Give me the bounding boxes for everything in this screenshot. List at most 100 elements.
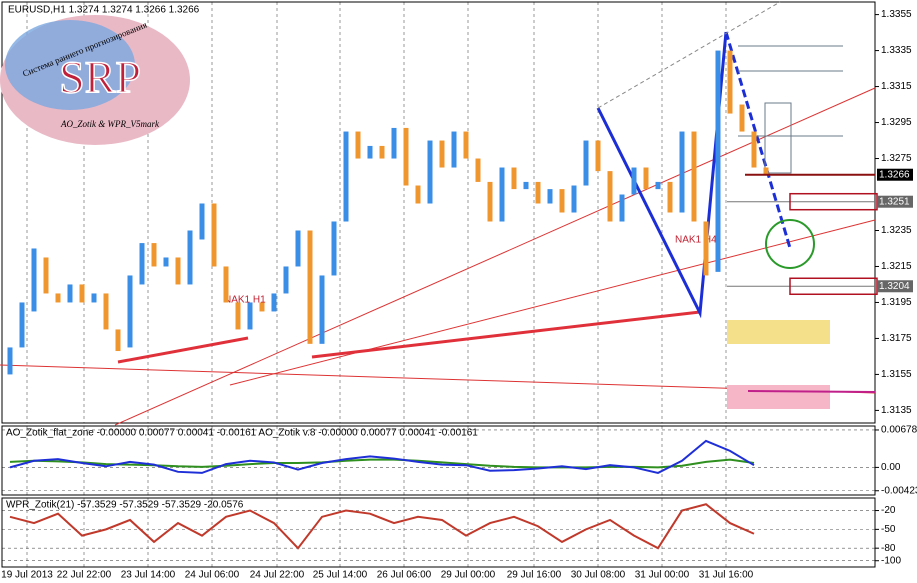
annotation: NAK1 H4 <box>675 235 717 246</box>
trend-line <box>311 310 701 359</box>
price-bar <box>391 127 397 159</box>
x-tick-label: 23 Jul 14:00 <box>121 570 176 581</box>
price-bar <box>367 145 373 159</box>
trend-line <box>117 336 249 364</box>
y-tick-label: 1.3275 <box>881 153 912 164</box>
price-bar <box>43 257 49 294</box>
price-bar <box>487 181 493 222</box>
price-bar <box>127 275 133 348</box>
x-tick-label: 24 Jul 06:00 <box>185 570 240 581</box>
price-label: 1.3204 <box>879 281 910 292</box>
price-bar <box>739 104 745 132</box>
price-bar <box>331 221 337 276</box>
price-bar <box>427 140 433 204</box>
price-bar <box>355 131 361 159</box>
price-bar <box>235 302 241 330</box>
zigzag-projection <box>724 31 792 249</box>
price-bar <box>343 131 349 222</box>
price-bar <box>751 131 757 168</box>
y-tick-label: 1.3155 <box>881 369 912 380</box>
price-bar <box>619 194 625 222</box>
price-bar <box>415 185 421 204</box>
wpr-title: WPR_Zotik(21) -57.3529 -57.3529 -57.3529… <box>6 500 244 511</box>
x-tick-label: 29 Jul 00:00 <box>441 570 496 581</box>
price-bar <box>667 181 673 213</box>
price-bar <box>319 275 325 344</box>
x-tick-label: 29 Jul 16:00 <box>507 570 562 581</box>
price-title: EURUSD,H1 1.3274 1.3274 1.3266 1.3266 <box>8 5 200 16</box>
price-bar <box>31 248 37 312</box>
price-bar <box>259 302 265 312</box>
price-bar <box>247 302 253 330</box>
price-bar <box>679 131 685 213</box>
price-bar <box>655 181 661 190</box>
price-bar <box>79 284 85 303</box>
y-tick-label: 1.3315 <box>881 81 912 92</box>
y-tick-label: 1.3235 <box>881 225 912 236</box>
price-bar <box>187 230 193 285</box>
price-bar <box>295 230 301 267</box>
price-bar <box>475 158 481 182</box>
trend-line <box>114 87 876 426</box>
zone <box>727 320 830 344</box>
y-tick-label: 0.00 <box>881 462 901 473</box>
x-tick-label: 22 Jul 22:00 <box>57 570 112 581</box>
x-tick-label: 30 Jul 08:00 <box>571 570 626 581</box>
price-bar <box>559 189 565 213</box>
y-tick-label: -0.00423 <box>881 485 917 496</box>
price-bar <box>607 171 613 222</box>
price-bar <box>19 302 25 348</box>
price-bar <box>67 284 73 303</box>
price-bar <box>691 131 697 222</box>
y-tick-label: 1.3135 <box>881 405 912 416</box>
price-bar <box>451 131 457 168</box>
channel <box>597 1 781 109</box>
ao-panel <box>1 425 876 496</box>
price-bar <box>7 347 13 375</box>
annotation: NAK1 H1 <box>224 295 266 306</box>
trend-line <box>229 219 876 386</box>
logo-ellipse <box>5 20 135 110</box>
price-bar <box>571 185 577 213</box>
price-bar <box>91 293 97 303</box>
x-tick-label: 25 Jul 14:00 <box>313 570 368 581</box>
price-bar <box>403 127 409 186</box>
price-bar <box>631 167 637 195</box>
price-bar <box>151 243 157 267</box>
y-tick-label: 0.00678 <box>881 425 917 436</box>
price-bar <box>175 257 181 285</box>
ao-title: AO_Zotik_flat_zone -0.00000 0.00077 0.00… <box>6 428 478 439</box>
y-tick-label: 1.3195 <box>881 297 912 308</box>
zone <box>727 385 830 409</box>
price-bar <box>115 329 121 352</box>
y-tick-label: -80 <box>881 543 896 554</box>
price-bar <box>763 167 769 175</box>
x-tick-label: 31 Jul 16:00 <box>699 570 754 581</box>
x-tick-label: 31 Jul 00:00 <box>635 570 690 581</box>
logo: SRP Система раннего прогнозирования AO_Z… <box>0 15 190 145</box>
level <box>747 390 876 393</box>
price-label-bg <box>877 168 913 181</box>
price-bar <box>727 50 733 114</box>
price-bar <box>583 140 589 186</box>
indicator-line <box>9 503 755 550</box>
price-bar <box>523 181 529 190</box>
price-bar <box>139 243 145 285</box>
price-label: 1.3266 <box>879 169 910 180</box>
price-bar <box>511 167 517 190</box>
price-label-bg <box>877 280 913 293</box>
price-bar <box>535 181 541 204</box>
price-bar <box>103 293 109 330</box>
price-bar <box>271 293 277 312</box>
logo-author: AO_Zotik & WPR_V5mark <box>60 119 160 129</box>
price-bar <box>463 131 469 159</box>
x-tick-label: 19 Jul 2013 <box>1 570 53 581</box>
x-tick-label: 26 Jul 06:00 <box>377 570 432 581</box>
price-bar <box>55 293 61 303</box>
price-bar <box>379 145 385 159</box>
price-label: 1.3251 <box>879 196 910 207</box>
y-tick-label: 1.3335 <box>881 45 912 56</box>
logo-abbr: SRP <box>59 52 141 103</box>
target-circle <box>765 219 815 269</box>
